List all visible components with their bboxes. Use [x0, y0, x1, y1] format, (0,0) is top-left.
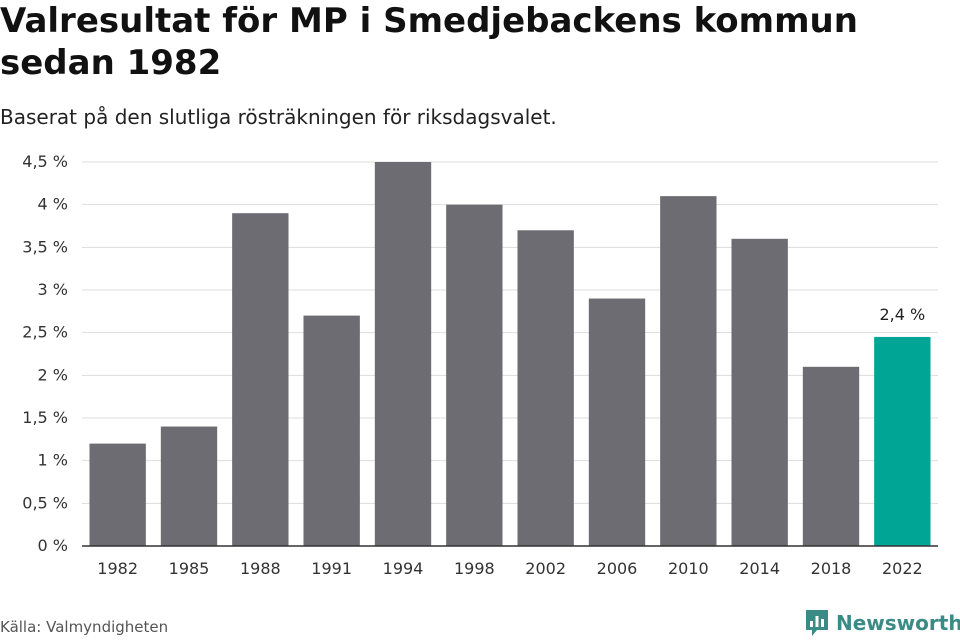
y-tick-label: 0 %	[38, 536, 68, 555]
bar	[517, 230, 574, 546]
x-tick-label: 1994	[383, 559, 424, 578]
x-tick-label: 1991	[311, 559, 352, 578]
bar	[588, 298, 646, 546]
bar	[160, 426, 218, 546]
bar-chart: 0 % 0,5 % 1 % 1,5 % 2 % 2,5 % 3 % 3,5 % 4 % 4,5 %…	[22, 152, 938, 578]
x-tick-label: 2010	[668, 559, 709, 578]
x-tick-label: 1988	[240, 559, 281, 578]
bar	[731, 238, 788, 547]
y-tick-label: 1 %	[38, 451, 68, 470]
x-tick-label: 2002	[525, 559, 566, 578]
y-tick-label: 2 %	[38, 365, 68, 384]
y-tick-label: 1,5 %	[22, 408, 68, 427]
bar	[874, 336, 931, 546]
y-tick-label: 3,5 %	[22, 237, 68, 256]
chart-title: Valresultat för MP i Smedjebackens kommu…	[0, 1, 858, 83]
y-tick-label: 2,5 %	[22, 323, 68, 342]
y-tick-label: 3 %	[38, 280, 68, 299]
y-tick-label: 4 %	[38, 195, 68, 214]
y-tick-label: 4,5 %	[22, 152, 68, 171]
x-tick-label: 2006	[597, 559, 638, 578]
newsworthy-logo-icon	[806, 610, 828, 636]
bar	[660, 196, 717, 546]
bar	[374, 162, 432, 546]
data-label: 2,4 %	[879, 305, 925, 324]
x-tick-label: 2014	[739, 559, 780, 578]
x-tick-label: 1982	[97, 559, 138, 578]
bar	[232, 213, 289, 546]
chart-subtitle: Baserat på den slutliga rösträkningen fö…	[0, 105, 557, 129]
x-tick-label: 2022	[882, 559, 923, 578]
source-note: Källa: Valmyndigheten	[0, 618, 169, 636]
y-tick-label: 0,5 %	[22, 493, 68, 512]
x-tick-label: 1998	[454, 559, 495, 578]
bar	[89, 443, 146, 546]
brand-logo: Newsworthy	[804, 608, 960, 638]
bar	[303, 315, 360, 546]
brand-name: Newsworthy	[836, 611, 960, 635]
bar	[802, 366, 860, 546]
x-tick-label: 2018	[811, 559, 852, 578]
bar	[446, 204, 503, 546]
x-tick-label: 1985	[169, 559, 210, 578]
